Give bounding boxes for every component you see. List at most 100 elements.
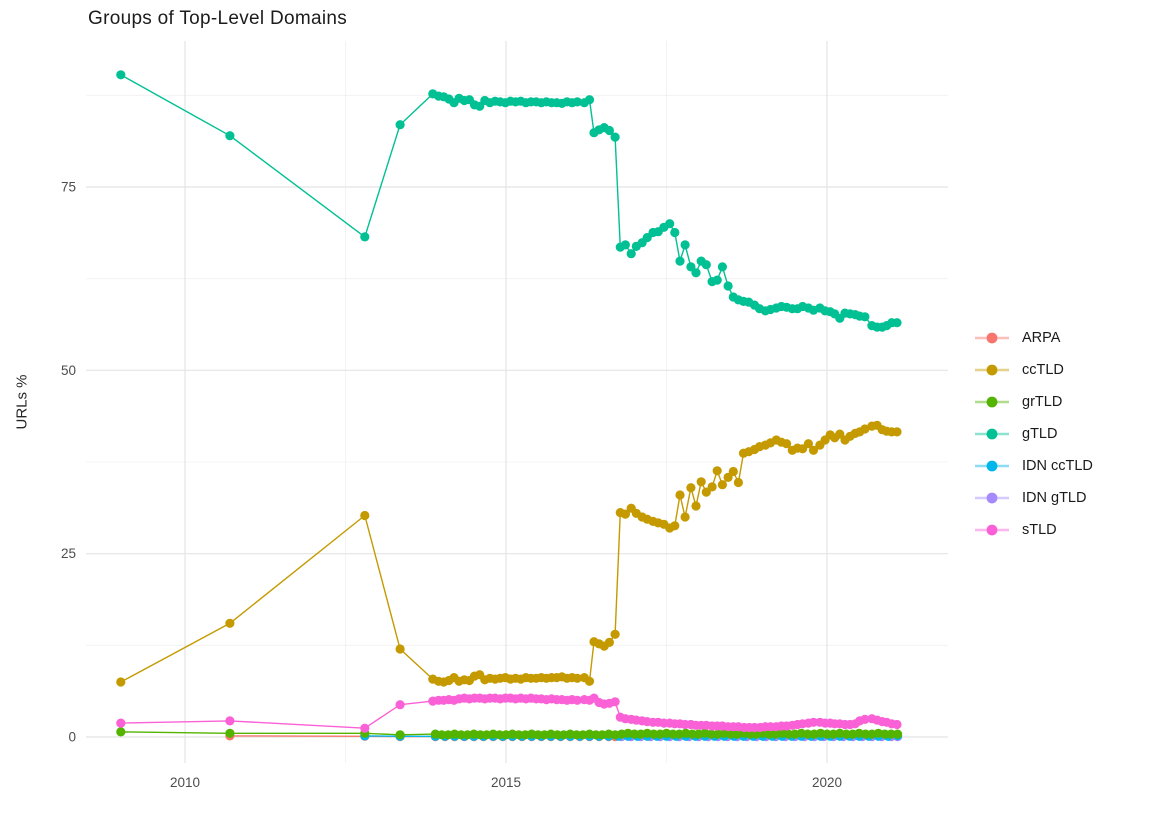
data-point-grtld (841, 729, 851, 739)
data-point-stld (395, 700, 405, 710)
series-stld (116, 693, 902, 733)
legend-key-icon (975, 492, 1009, 504)
data-point-gtld (225, 131, 235, 141)
legend-item-gtld: gTLD (975, 418, 1093, 450)
data-point-gtld (665, 219, 675, 229)
data-point-grtld (225, 728, 235, 738)
data-point-cctld (395, 644, 405, 654)
data-point-gtld (691, 268, 701, 278)
y-tick-label-25: 25 (61, 546, 76, 561)
series-gtld (116, 70, 902, 332)
data-point-gtld (626, 249, 636, 259)
data-point-gtld (116, 70, 126, 80)
data-point-stld (892, 719, 902, 730)
legend: ARPA ccTLD grTLD gTLD IDN ccTLD IDN gTLD sTLD (975, 322, 1093, 546)
data-point-grtld (456, 730, 466, 740)
data-point-gtld (584, 95, 595, 105)
series-cctld (116, 420, 902, 687)
data-point-cctld (610, 629, 620, 639)
chart-title: Groups of Top-Level Domains (88, 8, 348, 29)
legend-item-grtld: grTLD (975, 386, 1093, 418)
data-point-gtld (723, 281, 733, 291)
data-point-grtld (533, 730, 543, 740)
data-point-stld (610, 697, 620, 707)
data-point-cctld (712, 466, 722, 476)
data-point-gtld (680, 240, 690, 250)
legend-item-label: ccTLD (1022, 362, 1064, 378)
data-point-stld (360, 723, 370, 733)
data-point-grtld (687, 729, 697, 739)
data-point-cctld (691, 501, 701, 511)
data-point-grtld (475, 730, 485, 740)
y-tick-label-50: 50 (61, 363, 76, 378)
data-point-cctld (717, 480, 728, 490)
data-point-cctld (675, 490, 685, 500)
data-point-gtld (701, 260, 711, 270)
data-point-gtld (892, 318, 902, 328)
data-point-gtld (675, 256, 685, 266)
data-point-grtld (822, 729, 832, 739)
data-point-cctld (116, 677, 126, 687)
data-point-cctld (604, 637, 615, 648)
data-point-grtld (668, 729, 678, 739)
data-point-stld (860, 714, 870, 725)
legend-item-label: ARPA (1022, 330, 1061, 346)
data-point-gtld (360, 232, 370, 242)
data-point-stld (808, 717, 819, 727)
legend-key-icon (975, 524, 1009, 536)
data-point-cctld (670, 521, 680, 531)
data-point-gtld (604, 125, 615, 136)
data-point-grtld (591, 730, 601, 740)
legend-item-idn-gtld: IDN gTLD (975, 482, 1093, 514)
data-point-grtld (803, 729, 813, 739)
series-grtld (116, 727, 903, 740)
legend-item-idn-cctld: IDN ccTLD (975, 450, 1093, 482)
legend-item-label: IDN ccTLD (1022, 458, 1093, 474)
data-point-stld (225, 716, 235, 726)
data-point-cctld (808, 445, 819, 455)
data-point-gtld (395, 120, 405, 130)
legend-item-label: IDN gTLD (1022, 490, 1087, 506)
data-point-cctld (707, 482, 717, 492)
data-point-gtld (712, 275, 722, 285)
data-point-cctld (723, 472, 733, 482)
data-point-cctld (728, 466, 738, 477)
data-point-cctld (620, 509, 631, 519)
y-tick-label-75: 75 (61, 180, 76, 195)
data-point-cctld (572, 673, 582, 683)
legend-key-icon (975, 460, 1009, 472)
data-point-cctld (680, 512, 690, 522)
data-point-cctld (360, 510, 370, 521)
data-point-grtld (726, 729, 736, 739)
data-point-grtld (629, 729, 640, 739)
data-point-stld (116, 718, 126, 728)
data-point-cctld (892, 427, 902, 437)
data-point-cctld (733, 477, 744, 488)
legend-key-icon (975, 396, 1009, 408)
data-point-grtld (116, 727, 126, 737)
data-point-grtld (395, 730, 405, 740)
data-point-grtld (495, 730, 505, 740)
data-point-grtld (783, 729, 794, 739)
data-point-grtld (706, 729, 717, 739)
data-point-gtld (670, 227, 680, 238)
legend-item-label: grTLD (1022, 394, 1063, 410)
data-point-stld (572, 695, 582, 705)
data-point-grtld (437, 730, 447, 740)
data-point-cctld (835, 429, 845, 439)
data-point-cctld (686, 483, 696, 493)
legend-item-stld: sTLD (975, 514, 1093, 546)
legend-item-label: sTLD (1022, 522, 1057, 538)
data-point-gtld (572, 97, 582, 107)
legend-item-cctld: ccTLD (975, 354, 1093, 386)
x-tick-label-2020: 2020 (812, 775, 842, 790)
legend-item-label: gTLD (1022, 426, 1058, 442)
legend-key-icon (975, 428, 1009, 440)
data-point-gtld (860, 312, 870, 322)
data-point-grtld (764, 729, 774, 739)
data-point-grtld (893, 729, 903, 739)
data-point-grtld (552, 730, 563, 740)
data-point-grtld (649, 729, 659, 739)
legend-key-icon (975, 364, 1009, 376)
